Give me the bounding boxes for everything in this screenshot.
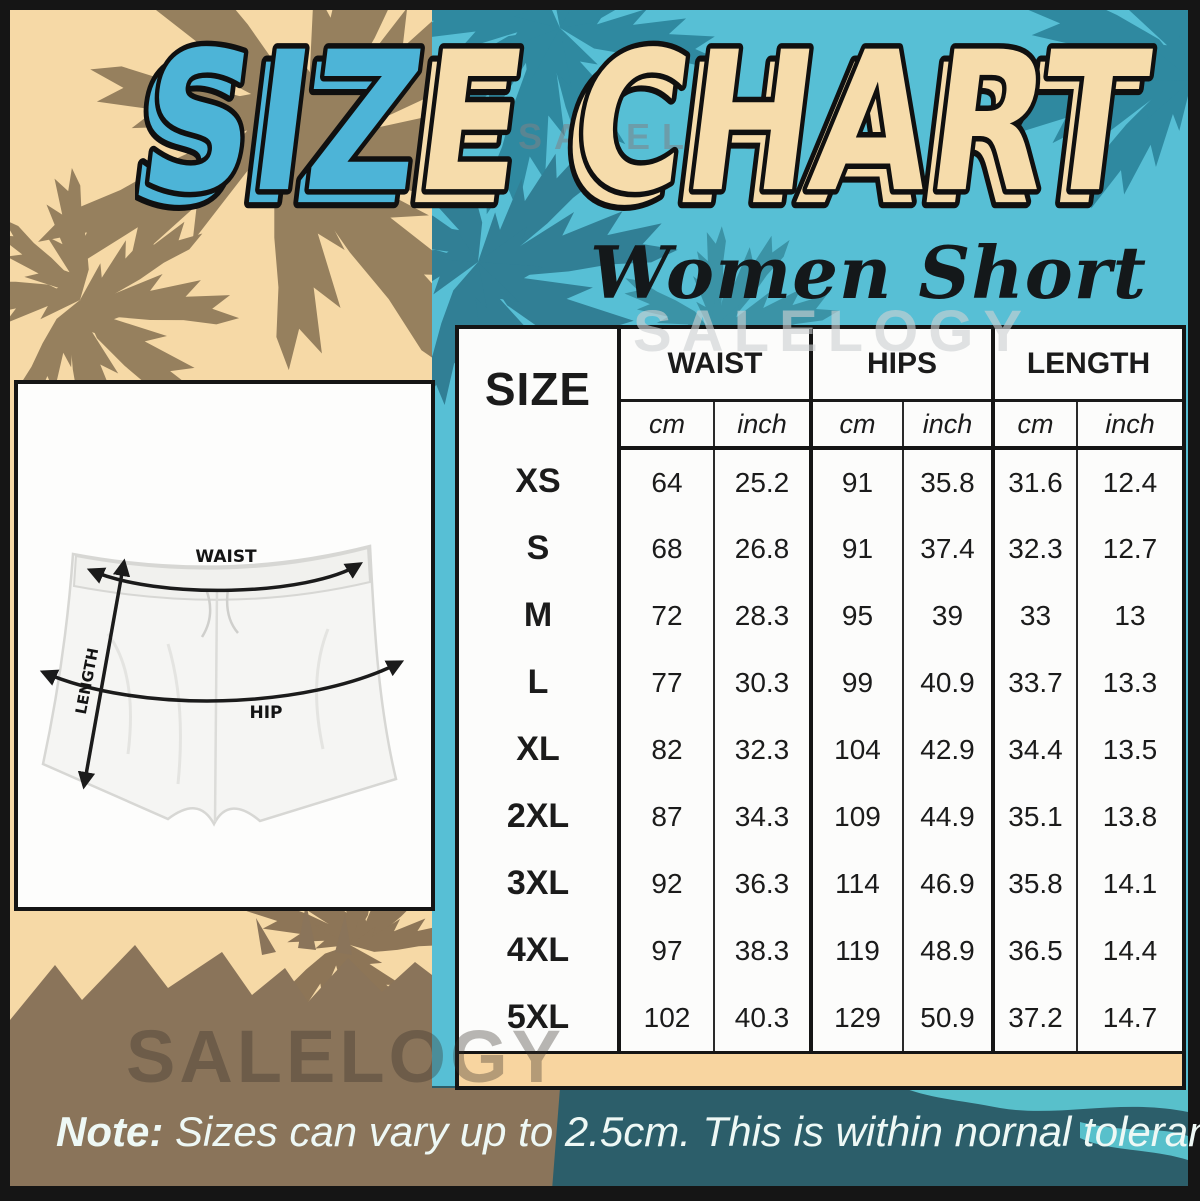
table-row: 3XL 92 36.3 114 46.9 35.8 14.1 <box>459 850 1183 917</box>
size-cell: L <box>459 649 621 716</box>
unit-hips-inch: inch <box>902 400 993 450</box>
waist-cm-cell: 97 <box>651 934 683 966</box>
waist-inch-cell: 36.3 <box>713 850 811 917</box>
length-inch-cell: 13.5 <box>1075 716 1183 783</box>
length-cm-cell: 33 <box>991 582 1077 649</box>
unit-hips-cm: cm <box>809 400 903 450</box>
header-size: SIZE <box>459 329 621 448</box>
waist-cm-cell: 72 <box>651 599 683 631</box>
size-cell: XL <box>459 716 621 783</box>
unit-length-cm: cm <box>991 400 1077 450</box>
table-row: 2XL 87 34.3 109 44.9 35.1 13.8 <box>459 783 1183 850</box>
length-inch-cell: 14.4 <box>1075 917 1183 984</box>
length-cm-cell: 33.7 <box>991 649 1077 716</box>
title-text: SIZE CHART <box>135 22 1158 235</box>
waist-inch-cell: 38.3 <box>713 917 811 984</box>
hips-inch-cell: 46.9 <box>902 850 993 917</box>
header-length: LENGTH <box>990 329 1183 402</box>
hips-cm-cell: 91 <box>809 448 903 515</box>
hips-inch-cell: 48.9 <box>902 917 993 984</box>
unit-waist-cm: cm <box>619 400 714 450</box>
size-cell: 5XL <box>459 984 621 1051</box>
waist-cm-cell: 68 <box>651 532 683 564</box>
size-cell: 2XL <box>459 783 621 850</box>
shorts-diagram: WAIST HIP LENGTH <box>39 544 405 827</box>
header-waist: WAIST <box>619 329 811 402</box>
hips-inch-cell: 44.9 <box>902 783 993 850</box>
length-cm-cell: 31.6 <box>991 448 1077 515</box>
hips-cm-cell: 109 <box>809 783 903 850</box>
waist-inch-cell: 26.8 <box>713 515 811 582</box>
waist-inch-cell: 28.3 <box>713 582 811 649</box>
length-cm-cell: 34.4 <box>991 716 1077 783</box>
size-cell: 4XL <box>459 917 621 984</box>
size-table: SIZE WAIST HIPS LENGTH cm inch cm inch c… <box>459 329 1183 1051</box>
unit-waist-inch: inch <box>713 400 811 450</box>
length-cm-cell: 35.8 <box>991 850 1077 917</box>
waist-inch-cell: 34.3 <box>713 783 811 850</box>
waist-inch-cell: 40.3 <box>713 984 811 1051</box>
length-inch-cell: 13.3 <box>1075 649 1183 716</box>
hip-label: HIP <box>249 703 282 723</box>
table-row: XS 64 25.2 91 35.8 31.6 12.4 <box>459 448 1183 515</box>
length-inch-cell: 12.4 <box>1075 448 1183 515</box>
waist-cm-cell: 92 <box>651 867 683 899</box>
waist-inch-cell: 32.3 <box>713 716 811 783</box>
hips-cm-cell: 104 <box>809 716 903 783</box>
length-inch-cell: 14.1 <box>1075 850 1183 917</box>
length-cm-cell: 35.1 <box>991 783 1077 850</box>
note-text: Note: Sizes can vary up to 2.5cm. This i… <box>56 1108 1200 1156</box>
table-bottom-strip <box>459 1051 1182 1086</box>
hips-inch-cell: 35.8 <box>902 448 993 515</box>
size-table-panel: SIZE WAIST HIPS LENGTH cm inch cm inch c… <box>455 325 1186 1090</box>
hips-inch-cell: 40.9 <box>902 649 993 716</box>
length-cm-cell: 32.3 <box>991 515 1077 582</box>
note-body: Sizes can vary up to 2.5cm. This is with… <box>163 1108 1200 1155</box>
waist-cm-cell: 82 <box>651 733 683 765</box>
waist-cm-cell: 102 <box>643 1001 691 1033</box>
length-cm-cell: 36.5 <box>991 917 1077 984</box>
table-row: 5XL 102 40.3 129 50.9 37.2 14.7 <box>459 984 1183 1051</box>
hips-cm-cell: 99 <box>809 649 903 716</box>
hips-cm-cell: 119 <box>809 917 903 984</box>
table-row: M 72 28.3 95 39 33 13 <box>459 582 1183 649</box>
length-inch-cell: 12.7 <box>1075 515 1183 582</box>
hips-cm-cell: 95 <box>809 582 903 649</box>
hips-inch-cell: 37.4 <box>902 515 993 582</box>
hips-cm-cell: 114 <box>809 850 903 917</box>
table-row: XL 82 32.3 104 42.9 34.4 13.5 <box>459 716 1183 783</box>
page-title: SIZE CHART SIZE CHART <box>115 6 1190 254</box>
waist-inch-cell: 25.2 <box>713 448 811 515</box>
waist-cm-cell: 87 <box>651 800 683 832</box>
size-cell: XS <box>459 448 621 515</box>
waist-cm-cell: 64 <box>651 466 683 498</box>
size-cell: 3XL <box>459 850 621 917</box>
shorts-diagram-panel: WAIST HIP LENGTH <box>14 380 435 911</box>
table-row: L 77 30.3 99 40.9 33.7 13.3 <box>459 649 1183 716</box>
waist-cm-cell: 77 <box>651 666 683 698</box>
header-hips: HIPS <box>809 329 993 402</box>
length-inch-cell: 13.8 <box>1075 783 1183 850</box>
size-table-body: XS 64 25.2 91 35.8 31.6 12.4 S 68 26.8 9… <box>459 448 1183 1051</box>
length-inch-cell: 13 <box>1075 582 1183 649</box>
hips-inch-cell: 42.9 <box>902 716 993 783</box>
table-row: S 68 26.8 91 37.4 32.3 12.7 <box>459 515 1183 582</box>
size-cell: M <box>459 582 621 649</box>
length-cm-cell: 37.2 <box>991 984 1077 1051</box>
table-row: 4XL 97 38.3 119 48.9 36.5 14.4 <box>459 917 1183 984</box>
unit-length-inch: inch <box>1075 400 1183 450</box>
waist-label: WAIST <box>195 547 257 567</box>
hips-inch-cell: 39 <box>902 582 993 649</box>
hips-cm-cell: 129 <box>809 984 903 1051</box>
subtitle: Women Short <box>590 230 1147 315</box>
hips-cm-cell: 91 <box>809 515 903 582</box>
size-cell: S <box>459 515 621 582</box>
length-inch-cell: 14.7 <box>1075 984 1183 1051</box>
note-label: Note: <box>56 1108 164 1155</box>
waist-inch-cell: 30.3 <box>713 649 811 716</box>
hips-inch-cell: 50.9 <box>902 984 993 1051</box>
